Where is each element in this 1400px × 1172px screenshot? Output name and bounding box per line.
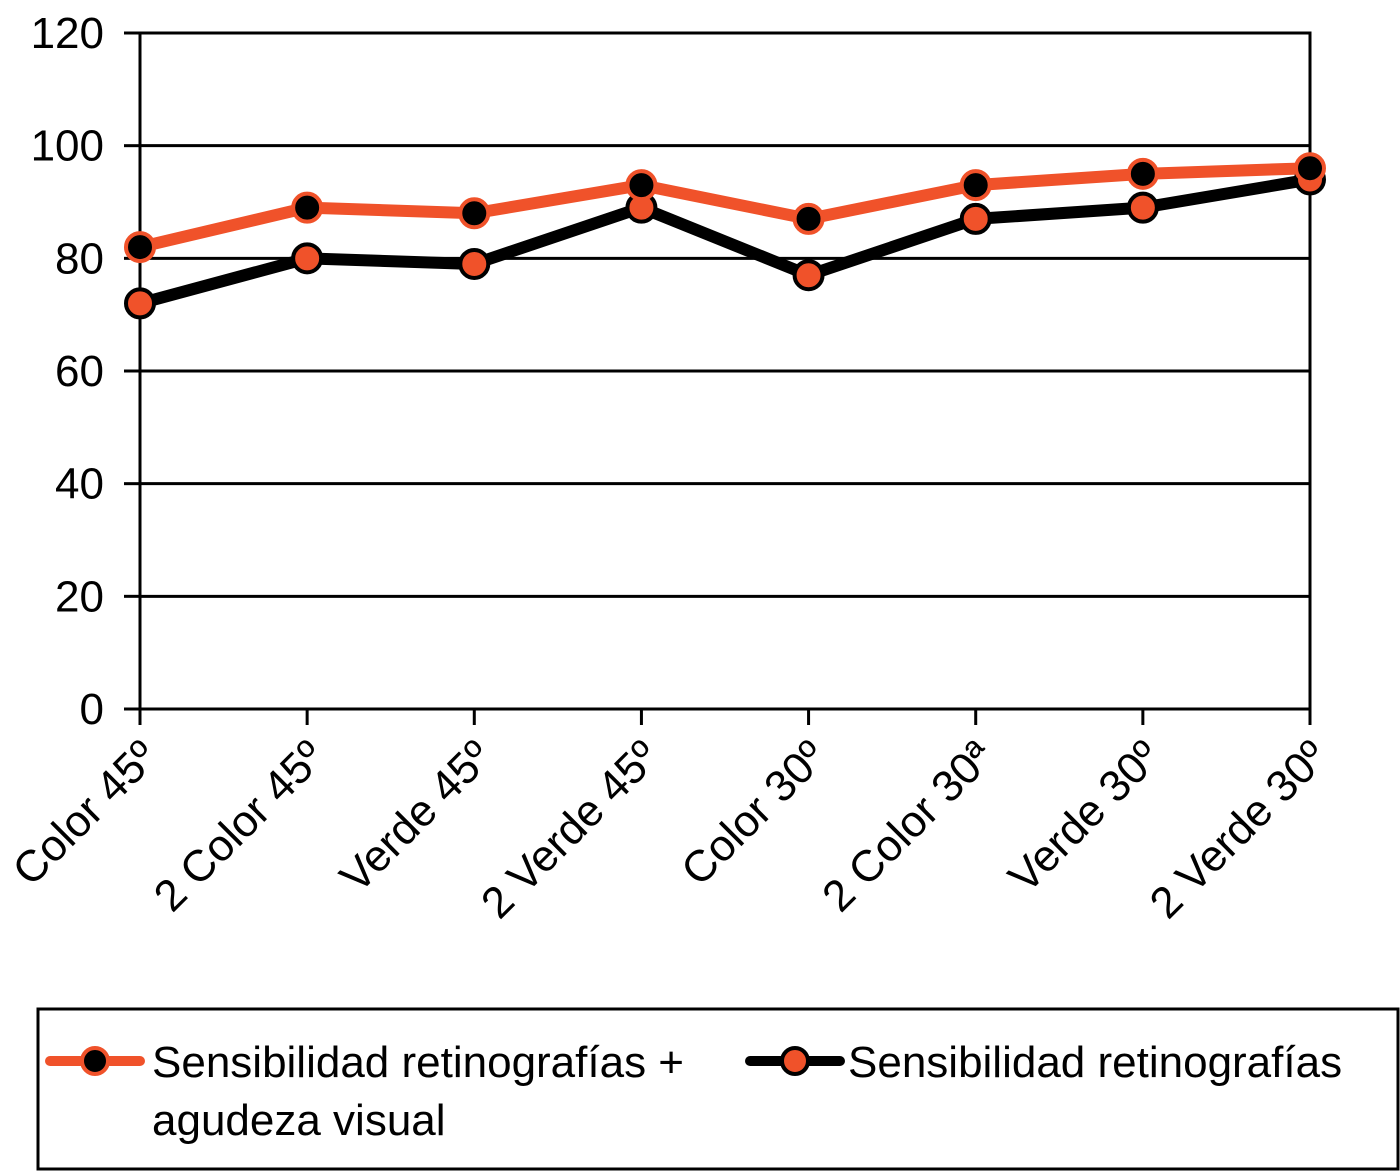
y-tick-label: 120 [31,9,104,58]
series-0-point-4 [792,202,825,235]
series-lines [134,162,1316,310]
series-1-point-6 [1126,191,1159,224]
x-tick-label: 2 Color 45º [145,731,335,921]
y-tick-labels: 0 20 40 60 80 100 120 [31,9,104,734]
legend-box [36,1007,1400,1171]
series-1-point-5 [959,202,992,235]
grid-lines [140,31,1310,598]
x-tick-label: Verde 45º [331,731,502,902]
x-tick-label: 2 Color 30ª [813,731,1003,921]
y-tick-label: 80 [55,234,104,283]
x-tick-label: Verde 30º [999,731,1170,902]
y-tick-label: 60 [55,347,104,396]
x-tick-label: Color 45º [3,731,167,895]
series-line-0 [134,162,1316,254]
y-tick-label: 0 [80,685,104,734]
x-tick-label: Color 30º [672,731,836,895]
series-1-point-1 [291,242,324,275]
y-tick-label: 20 [55,572,104,621]
legend-marker-1 [780,1046,810,1076]
series-0-point-2 [458,197,491,230]
plot-frame [138,31,1312,711]
series-0-point-5 [959,169,992,202]
y-tick-label: 100 [31,122,104,171]
series-0-point-0 [124,231,156,264]
legend-label-0: Sensibilidad retinografías + [152,1038,684,1087]
x-tick-label: 2 Verde 30º [1141,731,1338,928]
x-tick-label: 2 Verde 45º [472,731,669,928]
series-markers [124,152,1326,320]
legend-marker-0 [80,1046,110,1076]
y-tick-label: 40 [55,460,104,509]
legend: Sensibilidad retinografías + agudeza visu… [36,1007,1400,1171]
series-0-point-1 [291,191,324,224]
legend-label-1: Sensibilidad retinografías [848,1038,1342,1087]
series-line-1 [134,173,1316,310]
series-1-point-2 [458,247,491,280]
series-0-point-3 [625,169,658,202]
series-0-point-7 [1294,152,1326,185]
series-0-point-6 [1126,157,1159,190]
series-1-point-0 [124,287,156,320]
axes [124,31,1312,725]
legend-label-0: agudeza visual [152,1096,446,1145]
series-1-point-4 [792,259,825,292]
